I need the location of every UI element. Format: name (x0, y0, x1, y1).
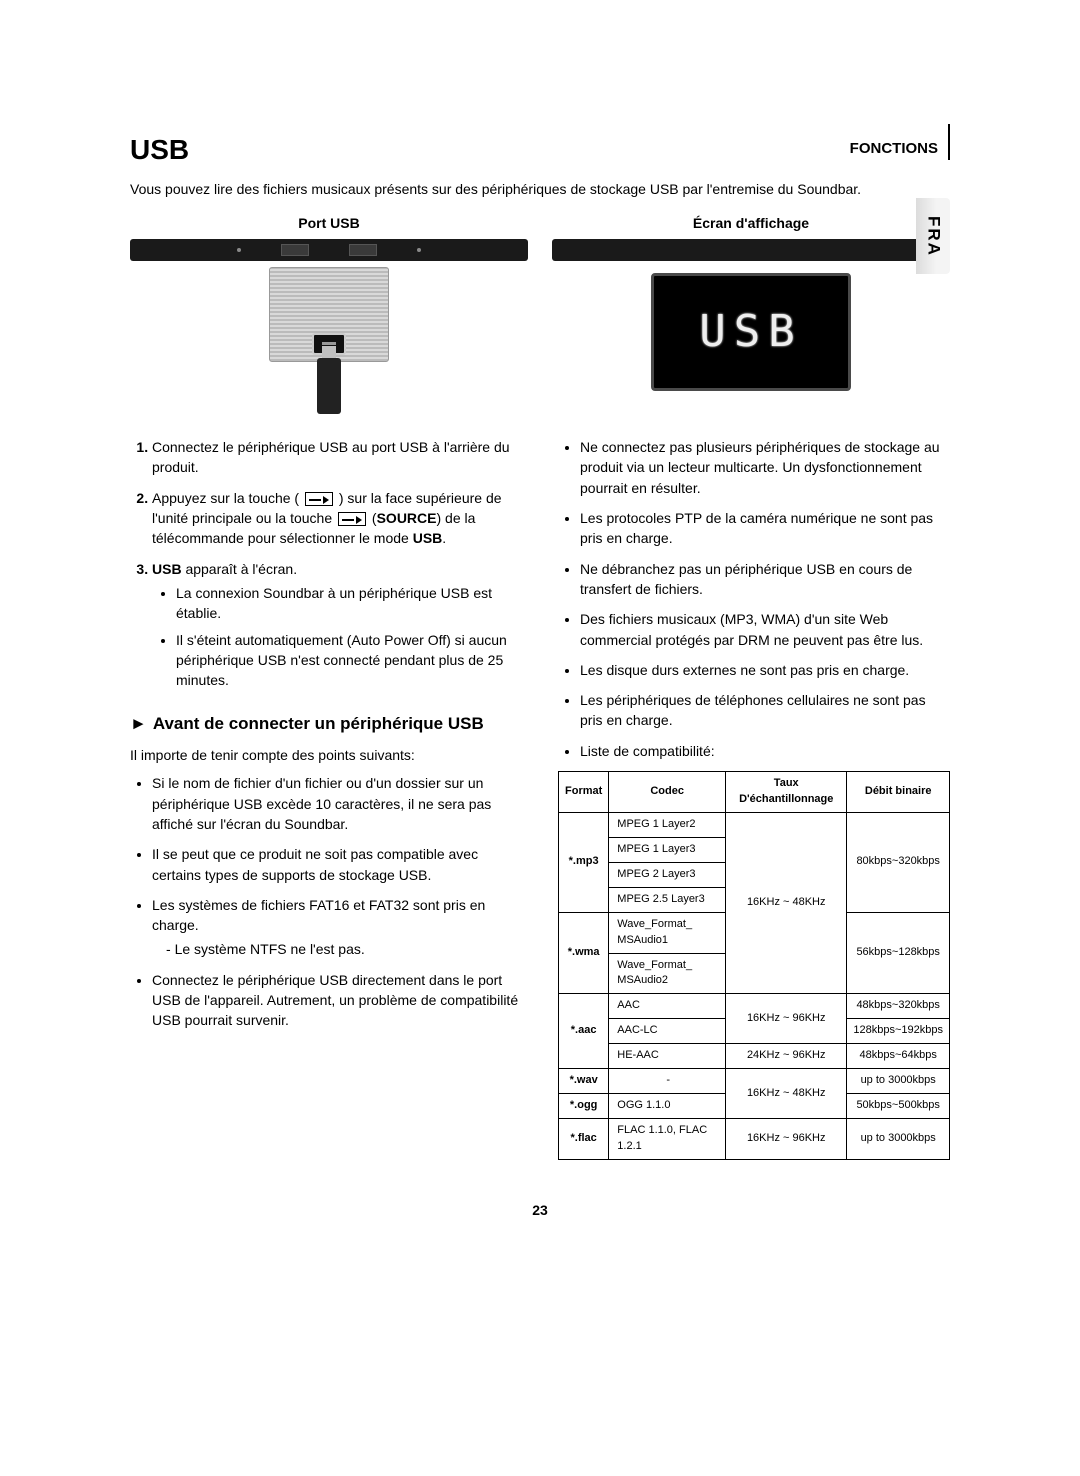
right-bullet-1: Ne connectez pas plusieurs périphériques… (580, 437, 950, 498)
th-codec: Codec (609, 772, 726, 813)
right-column: Ne connectez pas plusieurs périphériques… (558, 437, 950, 1160)
language-tab-text: FRA (921, 216, 946, 257)
step-1: Connectez le périphérique USB au port US… (152, 437, 522, 478)
triangle-bullet-icon: ► (130, 712, 147, 737)
figure-display: Écran d'affichage USB (552, 213, 950, 419)
lead-text: Il importe de tenir compte des points su… (130, 745, 522, 765)
soundbar-display-bar (552, 239, 950, 261)
left-bullet-3: Les systèmes de fichiers FAT16 et FAT32 … (152, 895, 522, 960)
compatibility-table: Format Codec Taux D'échantillonnage Débi… (558, 771, 950, 1160)
left-bullet-2: Il se peut que ce produit ne soit pas co… (152, 844, 522, 885)
figure-port-usb-caption: Port USB (130, 213, 528, 233)
source-button-icon (338, 512, 366, 526)
right-bullet-7: Liste de compatibilité: (580, 741, 950, 761)
right-bullet-2: Les protocoles PTP de la caméra numériqu… (580, 508, 950, 549)
step-3-sub-1: La connexion Soundbar à un périphérique … (176, 583, 522, 624)
left-bullet-4: Connectez le périphérique USB directemen… (152, 970, 522, 1031)
usb-stick-icon (317, 358, 341, 414)
page-number: 23 (130, 1200, 950, 1220)
table-header-row: Format Codec Taux D'échantillonnage Débi… (559, 772, 950, 813)
display-screen: USB (651, 273, 851, 391)
th-rate: Taux D'échantillonnage (726, 772, 847, 813)
left-column: Connectez le périphérique USB au port US… (130, 437, 522, 1160)
subheading: ►Avant de connecter un périphérique USB (130, 712, 522, 737)
display-screen-text: USB (699, 300, 802, 364)
right-bullet-3: Ne débranchez pas un périphérique USB en… (580, 559, 950, 600)
table-row: *.mp3 MPEG 1 Layer2 16KHz ~ 48KHz 80kbps… (559, 812, 950, 837)
left-bullet-1: Si le nom de fichier d'un fichier ou d'u… (152, 773, 522, 834)
language-tab: FRA (916, 198, 950, 274)
step-3: USB apparaît à l'écran. La connexion Sou… (152, 559, 522, 691)
table-row: *.flac FLAC 1.1.0, FLAC 1.2.1 16KHz ~ 96… (559, 1119, 950, 1160)
section-label-text: FONCTIONS (850, 138, 938, 160)
left-dash-1: Le système NTFS ne l'est pas. (166, 939, 522, 959)
table-row: *.aac AAC 16KHz ~ 96KHz 48kbps~320kbps (559, 994, 950, 1019)
table-row: *.wav - 16KHz ~ 48KHz up to 3000kbps (559, 1069, 950, 1094)
figure-display-caption: Écran d'affichage (552, 213, 950, 233)
figure-port-usb: Port USB (130, 213, 528, 419)
th-bitrate: Débit binaire (847, 772, 950, 813)
right-bullet-5: Les disque durs externes ne sont pas pri… (580, 660, 950, 680)
steps-list: Connectez le périphérique USB au port US… (130, 437, 522, 690)
source-button-icon (305, 492, 333, 506)
figure-row: Port USB Écran d'affichage USB (130, 213, 950, 419)
right-bullet-4: Des fichiers musicaux (MP3, WMA) d'un si… (580, 609, 950, 650)
right-bullet-6: Les périphériques de téléphones cellulai… (580, 690, 950, 731)
intro-text: Vous pouvez lire des fichiers musicaux p… (130, 179, 950, 199)
right-bullets: Ne connectez pas plusieurs périphériques… (558, 437, 950, 761)
step-2: Appuyez sur la touche ( ) sur la face su… (152, 488, 522, 549)
table-row: HE-AAC 24KHz ~ 96KHz 48kbps~64kbps (559, 1044, 950, 1069)
step-3-sub-2: Il s'éteint automatiquement (Auto Power … (176, 630, 522, 691)
left-bullets: Si le nom de fichier d'un fichier ou d'u… (130, 773, 522, 1030)
th-format: Format (559, 772, 609, 813)
section-label: FONCTIONS (810, 124, 950, 160)
step-3-sublist: La connexion Soundbar à un périphérique … (152, 583, 522, 690)
left-dash-list: Le système NTFS ne l'est pas. (152, 939, 522, 959)
soundbar-top-illustration (130, 239, 528, 261)
